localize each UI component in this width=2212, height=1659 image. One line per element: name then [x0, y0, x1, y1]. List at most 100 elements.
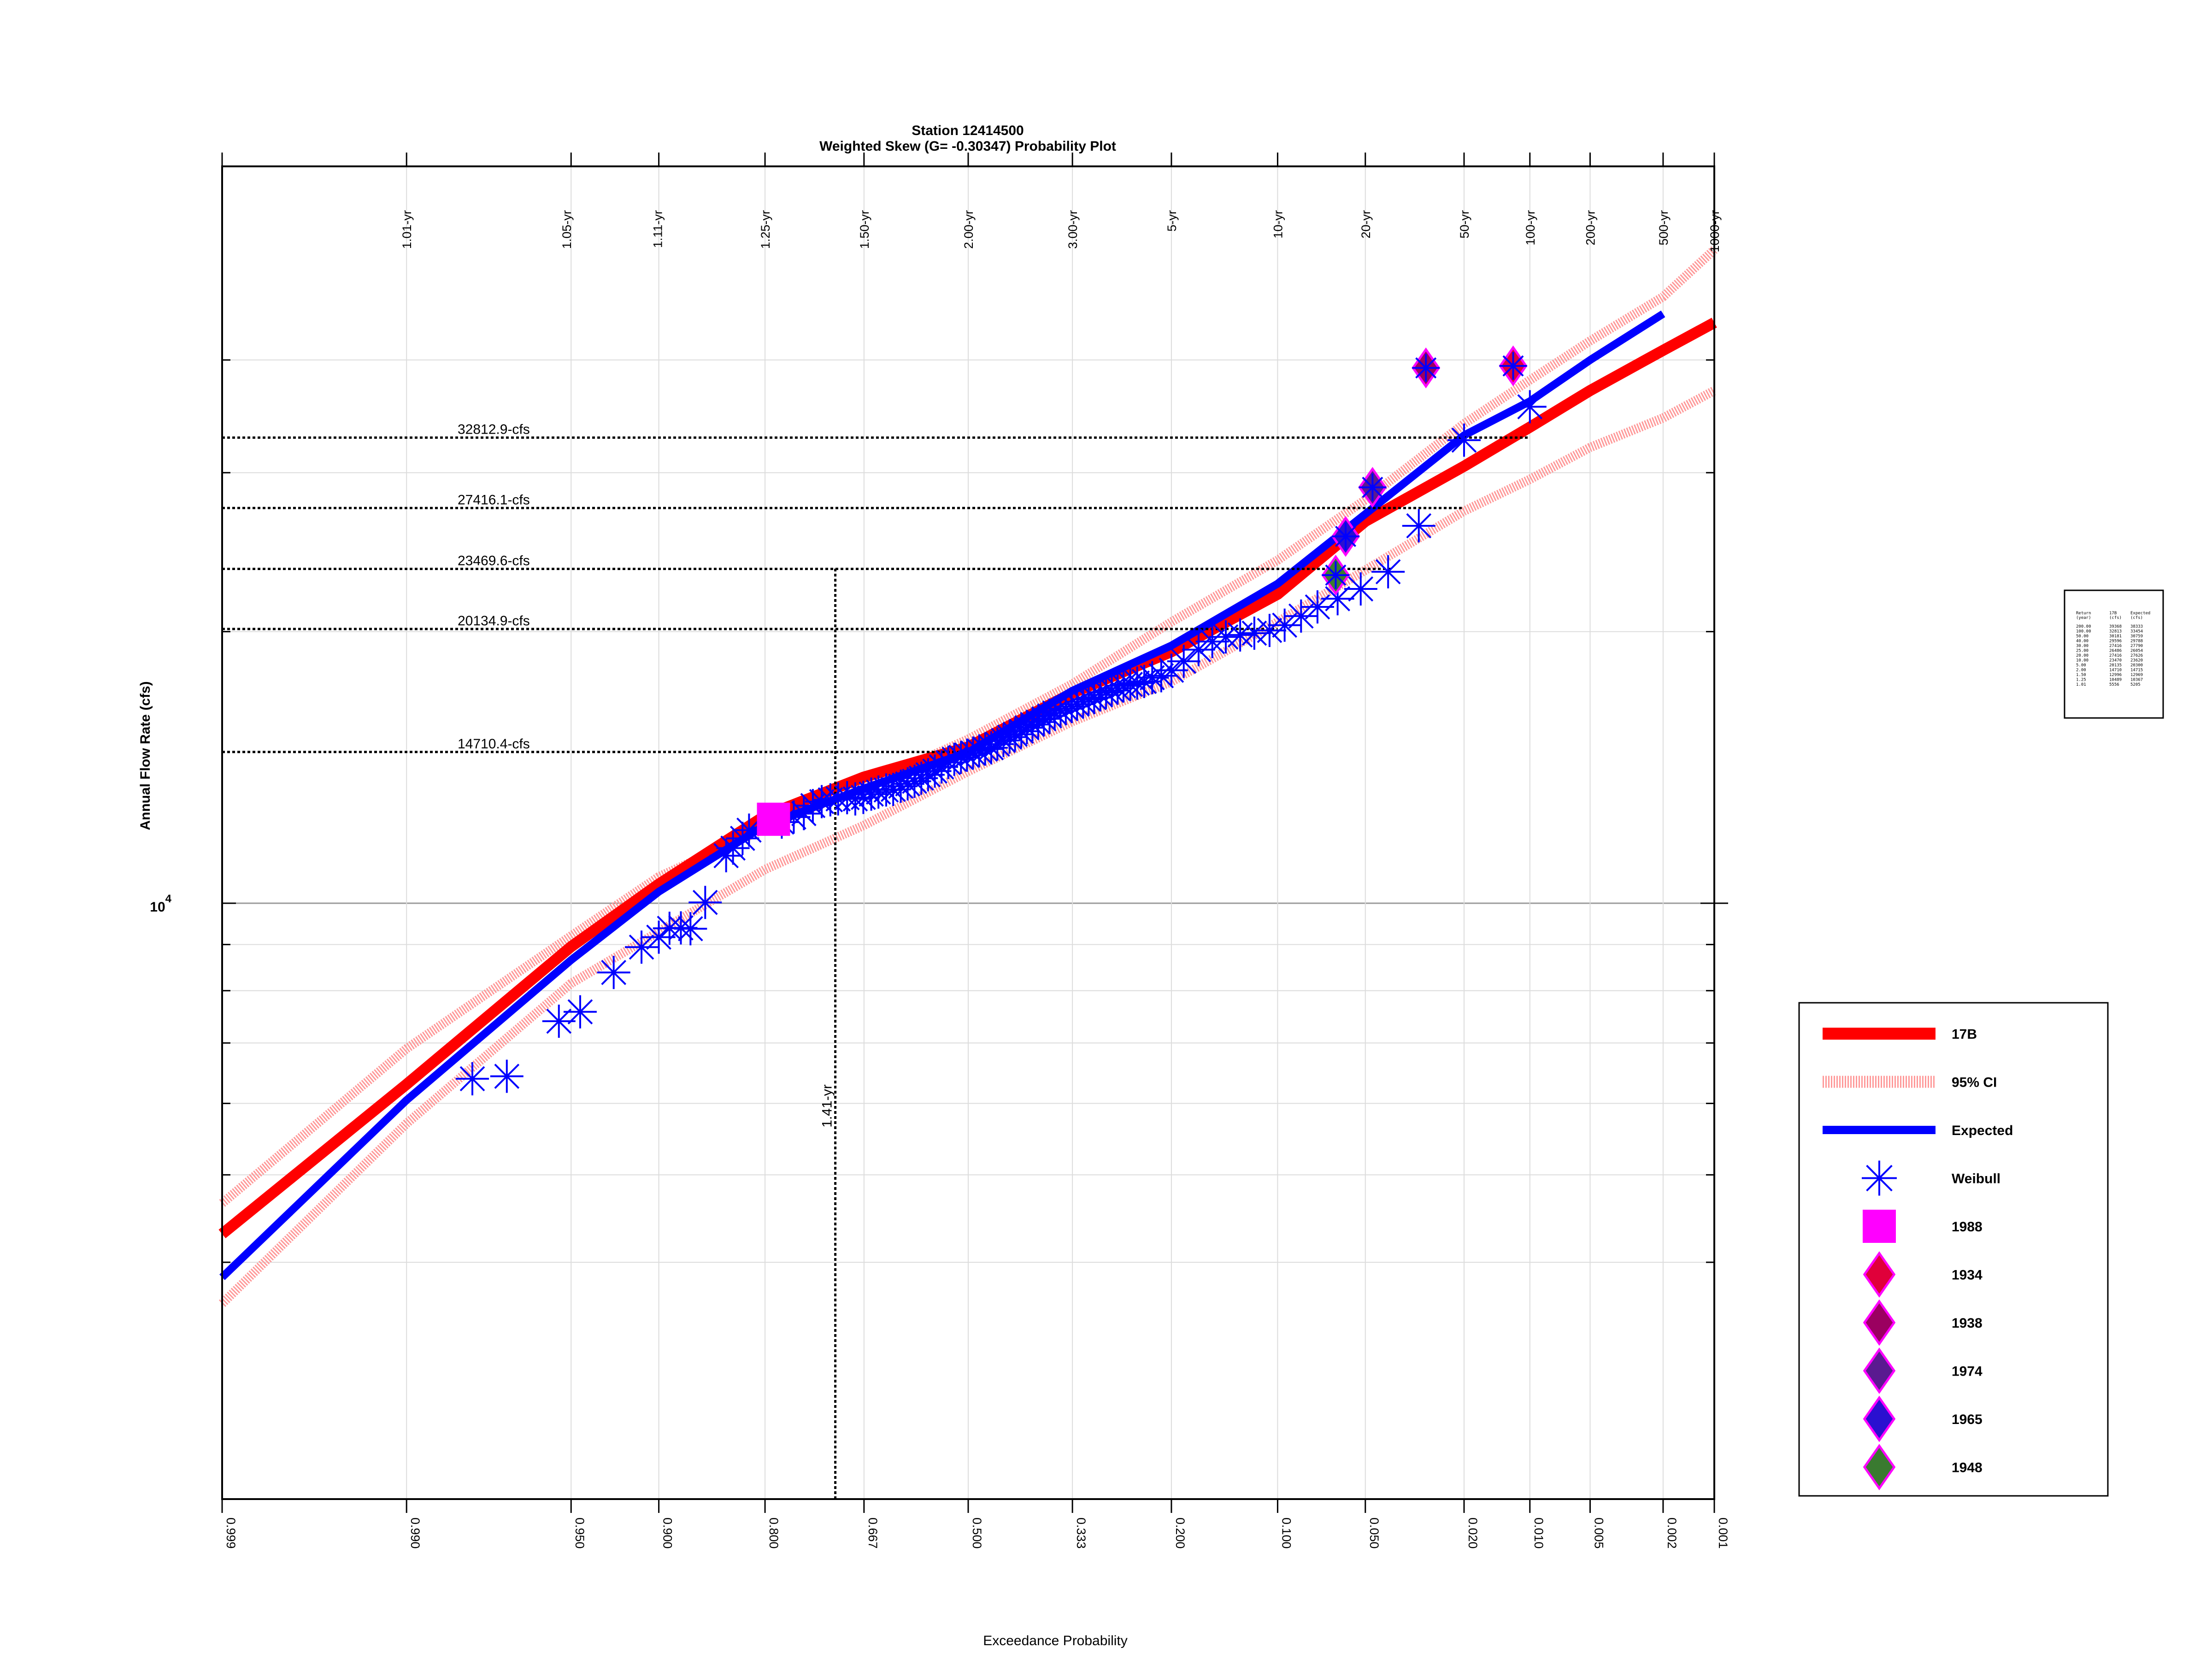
inset-cell: 1.01	[2076, 682, 2086, 687]
legend-swatch	[1863, 1395, 1896, 1442]
legend-label: 17B	[1952, 1027, 1977, 1042]
weibull-point	[1284, 599, 1318, 633]
inset-cell: 10.00	[2076, 659, 2088, 663]
inset-cell: 14710	[2109, 668, 2122, 673]
chart-title: Station 12414500	[912, 123, 1024, 138]
inset-cell: 10489	[2109, 678, 2122, 682]
inset-cell: 25.00	[2076, 649, 2088, 653]
inset-cell: 2.00	[2076, 668, 2086, 673]
legend-swatch	[1863, 1444, 1896, 1490]
reference-level-label: 32812.9-cfs	[458, 422, 530, 437]
chart-subtitle: Weighted Skew (G= -0.30347) Probability …	[819, 139, 1116, 154]
inset-cell: 29788	[2130, 639, 2143, 644]
return-period-label: 500-yr	[1657, 210, 1671, 246]
legend-label: 1965	[1952, 1412, 1983, 1427]
inset-cell: 23470	[2109, 659, 2122, 663]
weibull-point-overlay	[1499, 352, 1527, 380]
return-period-label: 1.25-yr	[759, 210, 772, 249]
weibull-point	[597, 956, 630, 989]
inset-cell: 1.25	[2076, 678, 2086, 682]
weibull-point	[898, 765, 931, 798]
inset-cell: 5205	[2130, 682, 2141, 687]
inset-cell: 14715	[2130, 668, 2143, 673]
inset-cell: 20135	[2109, 663, 2122, 668]
inset-cell: 30759	[2130, 634, 2143, 639]
legend-label: 1934	[1952, 1268, 1983, 1283]
inset-cell: 20300	[2130, 663, 2143, 668]
weibull-point	[1402, 509, 1435, 542]
x-tick-label: 0.001	[1716, 1518, 1730, 1549]
weibull-point	[490, 1059, 524, 1093]
weibull-point-overlay	[1331, 522, 1359, 550]
y-tick-label-10-4: 104	[150, 893, 171, 915]
inset-header: (year)	[2076, 616, 2091, 620]
return-period-label: 10-yr	[1271, 210, 1285, 239]
reference-vertical-label: 1.41-yr	[820, 1084, 835, 1127]
weibull-point-overlay	[1412, 354, 1440, 382]
weibull-point-overlay	[1359, 473, 1387, 501]
return-period-label: 1.50-yr	[858, 210, 871, 249]
x-tick-label: 0.900	[661, 1518, 675, 1549]
inset-cell: 33454	[2130, 629, 2143, 634]
return-period-label: 20-yr	[1359, 210, 1373, 239]
inset-cell: 38333	[2130, 624, 2143, 629]
x-tick-label: 0.990	[408, 1518, 422, 1549]
x-tick-label: 0.050	[1367, 1518, 1381, 1549]
inset-cell: 12969	[2130, 673, 2143, 677]
weibull-point	[1447, 424, 1481, 457]
x-tick-label: 0.999	[224, 1518, 238, 1549]
weibull-point	[1371, 555, 1405, 588]
reference-level-label: 27416.1-cfs	[458, 492, 530, 507]
weibull-point	[563, 995, 597, 1029]
weibull-point	[1344, 572, 1377, 606]
inset-cell: 40.00	[2076, 639, 2088, 644]
x-tick-label: 0.950	[573, 1518, 587, 1549]
x-tick-label: 0.020	[1466, 1518, 1480, 1549]
inset-box	[2064, 589, 2164, 719]
return-period-label: 1.11-yr	[651, 210, 665, 248]
inset-cell: 27626	[2130, 653, 2143, 658]
weibull-point	[688, 886, 722, 919]
inset-cell: 29596	[2109, 639, 2122, 644]
reference-level-label: 23469.6-cfs	[458, 553, 530, 569]
legend-label: 1948	[1952, 1460, 1983, 1476]
weibull-point	[1513, 390, 1547, 424]
weibull-point	[625, 930, 659, 964]
reference-level-label: 14710.4-cfs	[458, 736, 530, 752]
return-period-label: 1.05-yr	[560, 210, 574, 249]
weibull-point	[1182, 633, 1215, 666]
x-tick-label: 0.333	[1074, 1518, 1088, 1549]
legend-swatch	[1862, 1160, 1897, 1196]
gridlines	[222, 166, 1715, 1499]
return-period-label: 1.01-yr	[400, 210, 414, 249]
return-period-label: 1000-yr	[1708, 210, 1722, 253]
weibull-point	[1101, 671, 1135, 705]
inset-cell: 20.00	[2076, 653, 2088, 658]
x-axis-label: Exceedance Probability	[983, 1633, 1128, 1648]
weibull-point	[674, 912, 707, 946]
legend-label: 1938	[1952, 1316, 1983, 1331]
inset-header: Expected	[2130, 611, 2150, 616]
inset-header: (cfs)	[2130, 616, 2143, 620]
inset-cell: 50.00	[2076, 634, 2088, 639]
return-period-label: 100-yr	[1524, 210, 1537, 246]
inset-cell: 100.00	[2076, 629, 2091, 634]
legend-swatch	[1863, 1347, 1896, 1394]
x-tick-label: 0.002	[1665, 1518, 1679, 1549]
inset-cell: 23620	[2130, 659, 2143, 663]
weibull-point	[456, 1062, 489, 1095]
inset-cell: 1.50	[2076, 673, 2086, 677]
legend-label: 95% CI	[1952, 1075, 1997, 1090]
inset-cell: 10367	[2130, 678, 2143, 682]
x-tick-label: 0.500	[970, 1518, 984, 1549]
return-period-label: 3.00-yr	[1066, 210, 1080, 249]
legend-label: 1988	[1952, 1219, 1983, 1235]
weibull-point	[1224, 618, 1257, 652]
y-axis-label: Annual Flow Rate (cfs)	[138, 681, 153, 830]
weibull-point	[1237, 616, 1271, 650]
point-1988	[757, 802, 790, 836]
inset-cell: 5556	[2109, 682, 2119, 687]
x-tick-label: 0.010	[1532, 1518, 1546, 1549]
series-expected-line	[219, 310, 1665, 1280]
